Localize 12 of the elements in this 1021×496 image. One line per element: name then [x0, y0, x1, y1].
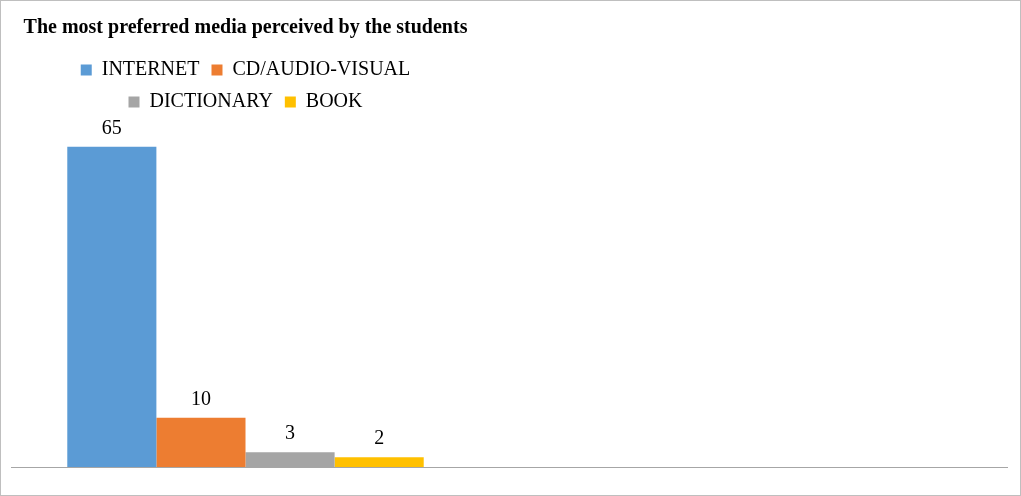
legend-label: DICTIONARY [149, 89, 273, 112]
legend-label: BOOK [305, 89, 364, 112]
data-label: 3 [285, 421, 296, 444]
legend-label: INTERNET [101, 57, 200, 80]
bar [156, 417, 246, 467]
data-label: 10 [190, 386, 211, 409]
legend-label: CD/AUDIO-VISUAL [232, 57, 411, 80]
bar [334, 457, 424, 467]
chart-title: The most preferred media perceived by the students [23, 15, 468, 39]
bar [67, 146, 157, 467]
data-label: 65 [101, 115, 122, 138]
data-label: 2 [374, 426, 385, 449]
